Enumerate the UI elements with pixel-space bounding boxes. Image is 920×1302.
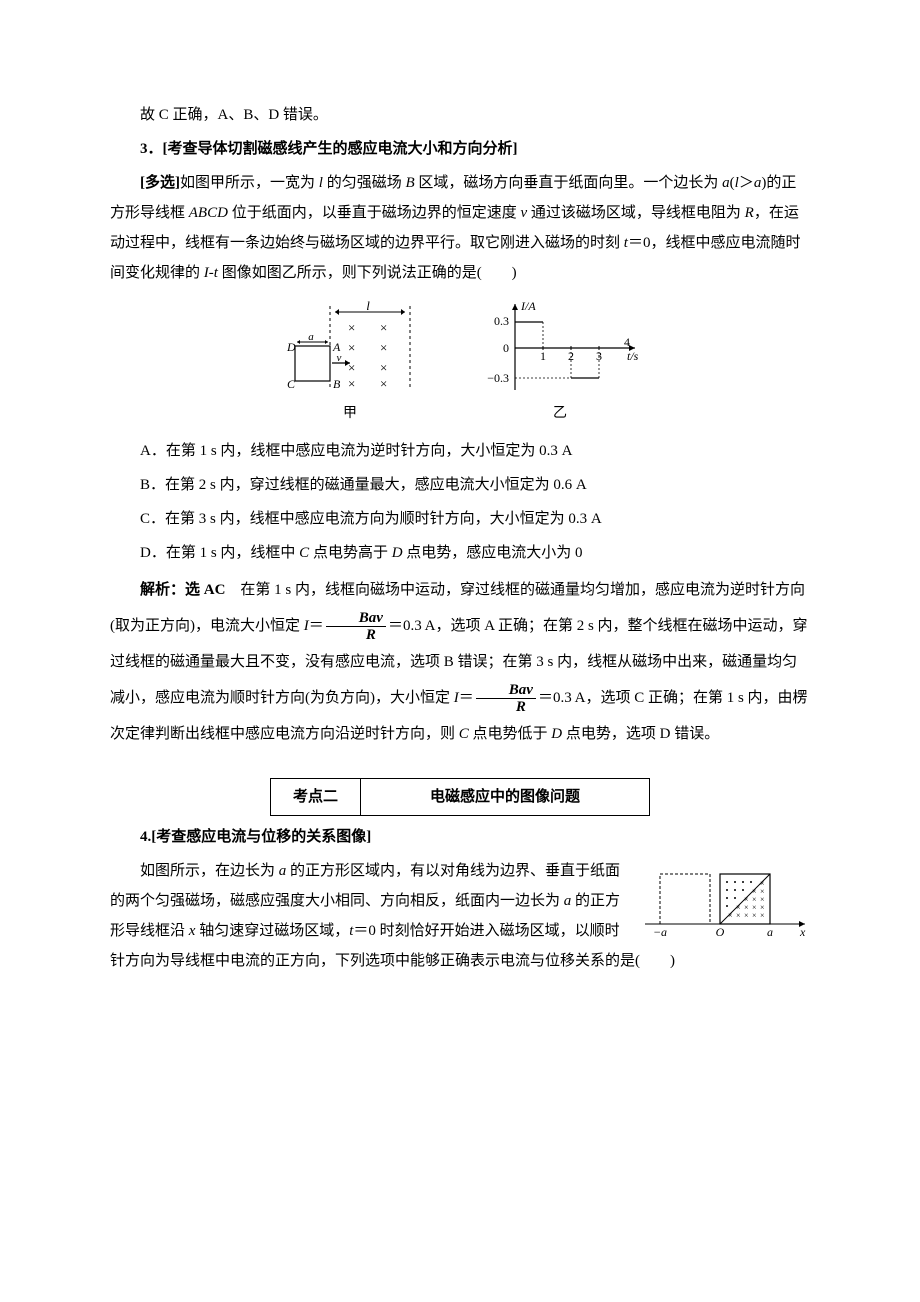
svg-text:×: × xyxy=(380,320,387,335)
svg-text:×: × xyxy=(744,911,749,920)
svg-text:a: a xyxy=(308,331,314,343)
q4-fig: × ×× ××× ×××× ××××× −a O a x xyxy=(640,860,810,938)
svg-text:×: × xyxy=(348,320,355,335)
q3-optB: B．在第 2 s 内，穿过线框的磁通量最大，感应电流大小恒定为 0.6 A xyxy=(110,470,810,500)
svg-text:−0.3: −0.3 xyxy=(487,371,509,385)
svg-text:0: 0 xyxy=(503,341,509,355)
svg-text:l: l xyxy=(366,298,370,313)
svg-text:×: × xyxy=(348,376,355,391)
svg-text:C: C xyxy=(287,377,296,391)
svg-text:0.3: 0.3 xyxy=(494,314,509,328)
svg-text:×: × xyxy=(348,360,355,375)
q3-optD: D．在第 1 s 内，线框中 C 点电势高于 D 点电势，感应电流大小为 0 xyxy=(110,538,810,568)
svg-text:B: B xyxy=(333,377,341,391)
q3-fig-left: l ×× ×× ×× ×× D A C B a v xyxy=(275,298,425,398)
q3-fig-left-caption: 甲 xyxy=(343,400,357,428)
svg-text:O: O xyxy=(716,925,725,938)
svg-text:×: × xyxy=(348,340,355,355)
prev-page-tail: 故 C 正确，A、B、D 错误。 xyxy=(110,100,810,130)
svg-text:×: × xyxy=(752,911,757,920)
q3-fig-right-col: I/A t/s 0.3 0 −0.3 1 2 3 4 xyxy=(475,298,645,428)
q3-fig-right-caption: 乙 xyxy=(553,400,567,428)
topic2-left: 考点二 xyxy=(271,779,361,815)
q3-figures: l ×× ×× ×× ×× D A C B a v 甲 xyxy=(110,298,810,428)
svg-text:×: × xyxy=(380,376,387,391)
q3-stem: [多选]如图甲所示，一宽为 l 的匀强磁场 B 区域，磁场方向垂直于纸面向里。一… xyxy=(110,168,810,288)
svg-text:×: × xyxy=(728,911,733,920)
svg-text:I/A: I/A xyxy=(520,299,536,313)
svg-text:−a: −a xyxy=(653,925,667,938)
q4-heading: 4.[考查感应电流与位移的关系图像] xyxy=(110,822,810,852)
svg-text:1: 1 xyxy=(540,349,546,363)
topic2-right: 电磁感应中的图像问题 xyxy=(361,779,649,815)
q3-optA: A．在第 1 s 内，线框中感应电流为逆时针方向，大小恒定为 0.3 A xyxy=(110,436,810,466)
svg-text:×: × xyxy=(736,911,741,920)
svg-text:a: a xyxy=(767,925,773,938)
svg-text:t/s: t/s xyxy=(627,349,639,363)
svg-text:×: × xyxy=(380,340,387,355)
svg-text:×: × xyxy=(380,360,387,375)
q3-optC: C．在第 3 s 内，线框中感应电流方向为顺时针方向，大小恒定为 0.3 A xyxy=(110,504,810,534)
q3-fig-right: I/A t/s 0.3 0 −0.3 1 2 3 4 xyxy=(475,298,645,398)
topic2-box: 考点二 电磁感应中的图像问题 xyxy=(270,778,650,816)
q3-solution: 解析：选 AC 在第 1 s 内，线框向磁场中运动，穿过线框的磁通量均匀增加，感… xyxy=(110,572,810,752)
svg-text:4: 4 xyxy=(624,335,630,349)
svg-text:v: v xyxy=(337,352,342,364)
svg-text:D: D xyxy=(286,340,296,354)
svg-text:x: x xyxy=(799,925,806,938)
q3-fig-left-col: l ×× ×× ×× ×× D A C B a v 甲 xyxy=(275,298,425,428)
q3-heading: 3．[考查导体切割磁感线产生的感应电流大小和方向分析] xyxy=(110,134,810,164)
svg-text:×: × xyxy=(760,911,765,920)
